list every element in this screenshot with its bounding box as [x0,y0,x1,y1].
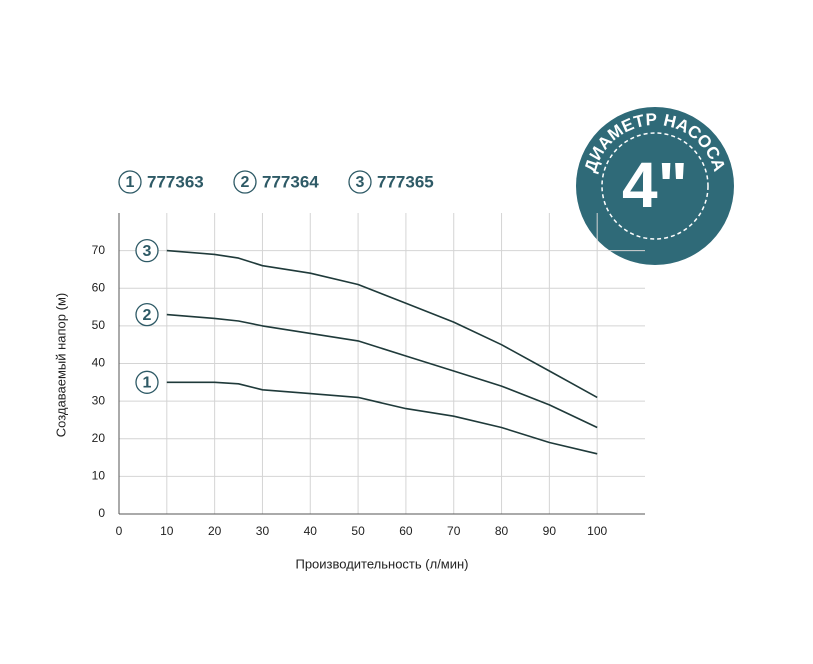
curve-label-circle [135,238,159,263]
y-tick-label: 20 [92,431,106,445]
series-line [166,313,598,429]
legend-label: 777365 [377,172,434,191]
y-tick-label: 10 [92,469,106,483]
x-tick-label: 100 [587,524,607,538]
legend-number: 3 [356,174,365,191]
x-tick-label: 80 [495,524,509,538]
y-tick-label: 0 [98,506,105,520]
curve-label-circle [135,370,159,394]
x-tick-label: 90 [543,524,557,538]
y-tick-label: 60 [92,280,106,294]
legend-number-circle [348,170,372,194]
x-axis-label: Производительность (л/мин) [295,556,468,571]
y-tick-label: 30 [92,393,106,407]
x-tick-label: 30 [256,524,270,538]
x-tick-label: 10 [160,524,174,538]
curve-label: 1 [143,375,152,392]
x-tick-label: 60 [399,524,413,538]
legend-number: 1 [126,174,135,191]
x-tick-label: 50 [351,524,365,538]
x-tick-label: 20 [208,524,222,538]
badge-size: 4" [622,149,688,221]
legend-label: 777364 [262,172,319,191]
x-tick-label: 40 [304,524,318,538]
x-tick-label: 0 [116,524,123,538]
y-tick-label: 50 [92,318,106,332]
curve-label-circle [135,302,159,327]
legend-number-circle [118,170,142,194]
badge [576,107,734,265]
curve-label: 2 [143,307,152,324]
x-tick-label: 70 [447,524,461,538]
curve-label: 3 [143,243,152,260]
series-line [166,249,598,399]
badge-ring [601,132,709,240]
series-line [166,381,598,455]
legend-number-circle [233,170,257,194]
y-tick-label: 40 [92,356,106,370]
y-axis-label: Создаваемый напор (м) [53,293,68,437]
y-tick-label: 70 [92,243,106,257]
legend-number: 2 [241,174,250,191]
legend-label: 777363 [147,172,204,191]
